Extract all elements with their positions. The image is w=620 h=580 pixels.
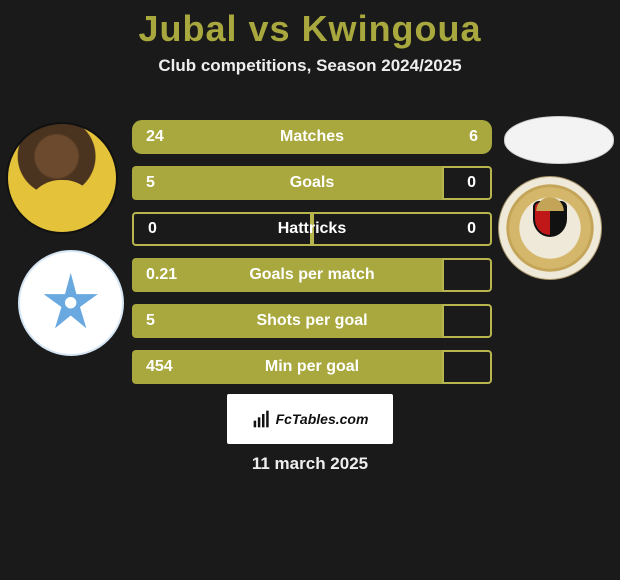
stat-value-left: 454 [132, 350, 442, 384]
comparison-chart: 246Matches 50Goals 00Hattricks 0.21Goals pe… [132, 120, 492, 396]
watermark: FcTables.com [227, 394, 393, 444]
stat-value-right [442, 350, 492, 384]
stat-value-right: 0 [442, 166, 492, 200]
player2-club-crest [498, 176, 602, 280]
stat-value-left: 24 [132, 120, 420, 154]
stat-value-left: 5 [132, 304, 442, 338]
title-player1: Jubal [138, 8, 237, 49]
stat-row: 00Hattricks [132, 212, 492, 246]
stat-row: 0.21Goals per match [132, 258, 492, 292]
stat-row: 454Min per goal [132, 350, 492, 384]
stat-value-left: 0 [132, 212, 312, 246]
subtitle: Club competitions, Season 2024/2025 [0, 56, 620, 76]
page-title: Jubal vs Kwingoua [0, 0, 620, 50]
watermark-text: FcTables.com [276, 411, 369, 427]
stat-value-left: 5 [132, 166, 442, 200]
chart-icon [252, 409, 272, 429]
stat-value-right [442, 258, 492, 292]
stat-row: 5Shots per goal [132, 304, 492, 338]
stat-value-right: 6 [420, 120, 492, 154]
player1-club-crest [18, 250, 124, 356]
player1-photo [6, 122, 118, 234]
title-player2: Kwingoua [302, 8, 482, 49]
player2-photo [504, 116, 614, 164]
stat-value-right [442, 304, 492, 338]
stat-row: 50Goals [132, 166, 492, 200]
snapshot-date: 11 march 2025 [0, 454, 620, 474]
stat-value-left: 0.21 [132, 258, 442, 292]
stat-value-right: 0 [312, 212, 492, 246]
title-vs: vs [249, 8, 291, 49]
stat-row: 246Matches [132, 120, 492, 154]
